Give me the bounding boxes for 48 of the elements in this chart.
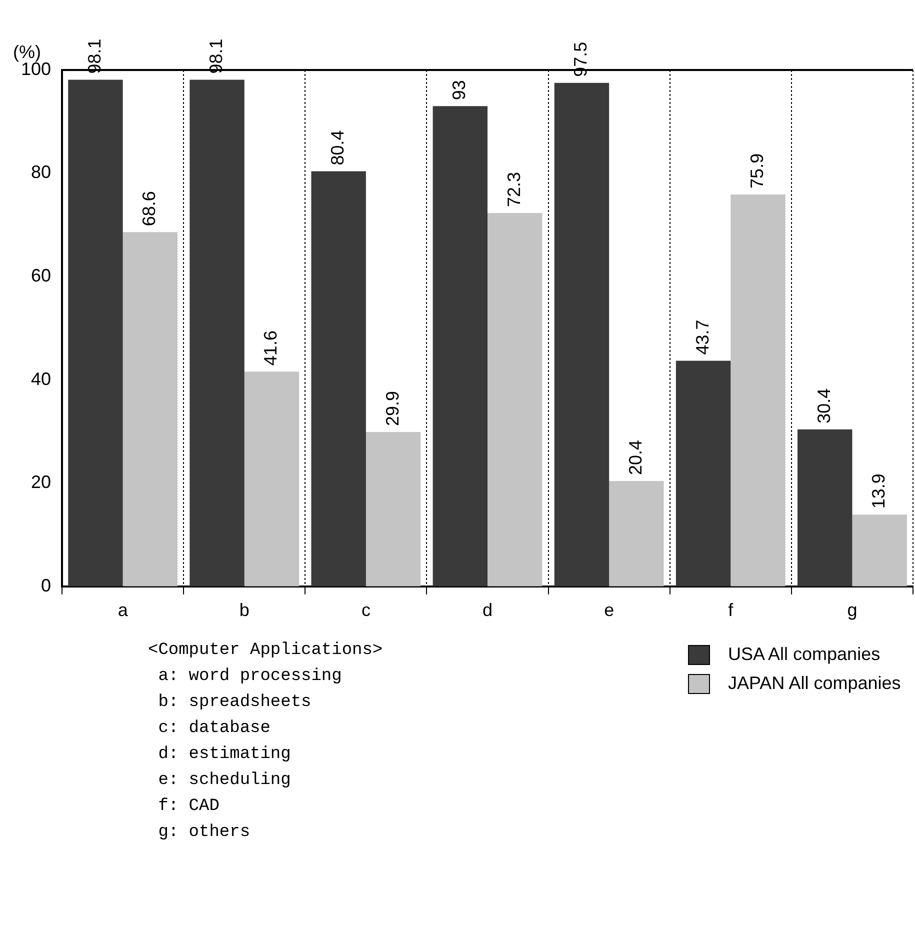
y-axis-title: (%)	[13, 42, 42, 62]
x-tick-label: f	[728, 600, 734, 620]
text: f: CAD	[157, 796, 220, 818]
data-label: 68.6	[139, 191, 160, 226]
bar	[798, 429, 852, 586]
bar	[244, 372, 300, 586]
bar	[122, 232, 178, 586]
text: <Computer Applications>	[148, 640, 384, 662]
y-tick-label: 60	[31, 266, 52, 286]
data-label: 13.9	[868, 474, 889, 509]
text: c: database	[157, 718, 272, 740]
x-tick-label: a	[118, 600, 129, 620]
x-tick-label: g	[847, 600, 858, 620]
bar	[366, 432, 421, 586]
bar	[852, 514, 907, 586]
bar	[730, 194, 786, 586]
x-tick-label: e	[604, 600, 614, 620]
data-label: 43.7	[692, 320, 712, 355]
text: e: scheduling	[157, 770, 292, 792]
x-tick-label: d	[482, 600, 493, 620]
bar	[488, 213, 542, 586]
data-label: 30.4	[814, 388, 834, 424]
legend-label: JAPAN All companies	[728, 673, 901, 694]
x-tick-label: c	[361, 600, 370, 620]
bar	[554, 82, 610, 586]
x-tick-label: b	[239, 600, 250, 620]
bar	[311, 171, 366, 586]
data-label: 29.9	[382, 390, 402, 426]
data-label: 75.9	[746, 153, 767, 188]
data-label: 41.6	[260, 330, 281, 366]
data-label: 20.4	[625, 440, 646, 476]
legend-label: USA All companies	[728, 644, 880, 665]
text: g: others	[157, 822, 252, 844]
bar	[609, 481, 664, 586]
data-label: 93	[449, 80, 470, 100]
text: a: word processing	[157, 666, 343, 688]
y-tick-label: 0	[41, 575, 52, 596]
bar	[432, 106, 488, 586]
bar	[676, 360, 731, 586]
y-tick-label: 40	[31, 368, 52, 389]
bar	[190, 80, 244, 586]
text: d: estimating	[157, 744, 292, 766]
text: b: spreadsheets	[157, 692, 312, 714]
y-tick-label: 20	[31, 472, 52, 492]
bar	[68, 80, 123, 586]
data-label: 80.4	[328, 130, 348, 166]
data-label: 72.3	[504, 172, 524, 208]
y-tick-label: 80	[31, 162, 52, 182]
